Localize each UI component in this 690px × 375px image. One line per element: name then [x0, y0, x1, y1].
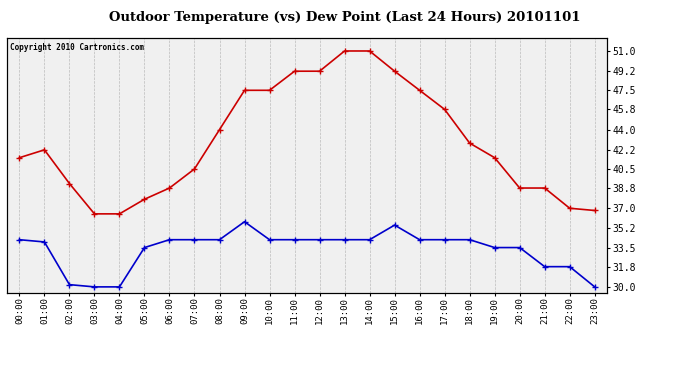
Text: Copyright 2010 Cartronics.com: Copyright 2010 Cartronics.com [10, 43, 144, 52]
Text: Outdoor Temperature (vs) Dew Point (Last 24 Hours) 20101101: Outdoor Temperature (vs) Dew Point (Last… [109, 11, 581, 24]
